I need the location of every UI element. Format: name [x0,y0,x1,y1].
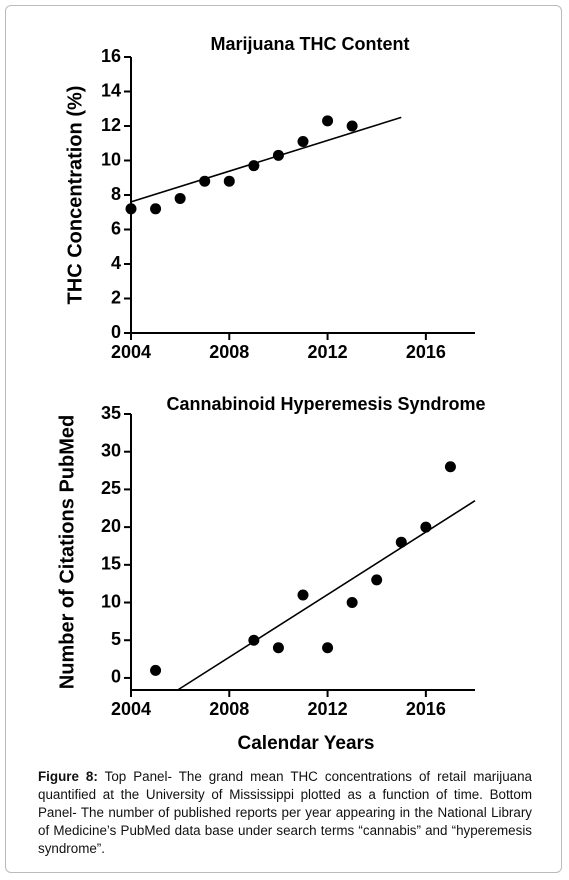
point [420,521,432,533]
x-tick-label: 2008 [209,342,249,362]
y-axis-title: THC Concentration (%) [64,86,86,305]
y-tick-label: 14 [101,80,121,100]
y-axis-title: Number of Citations PubMed [56,415,78,689]
point [150,664,162,676]
x-tick-label: 2004 [111,699,151,719]
y-tick-label: 0 [111,322,121,342]
point [322,115,334,127]
y-tick-label: 6 [111,218,121,238]
y-tick-label: 2 [111,287,121,307]
y-tick-label: 10 [101,149,121,169]
point [297,589,309,601]
point [371,574,383,586]
y-tick-label: 0 [111,667,121,687]
x-tick-label: 2012 [308,699,348,719]
caption: Figure 8: Top Panel- The grand mean THC … [38,768,532,858]
y-tick-label: 5 [111,629,121,649]
point [444,461,456,473]
x-tick-label: 2008 [209,699,249,719]
chart-title: Marijuana THC Content [210,34,409,54]
x-tick-label: 2016 [406,699,446,719]
chart-title: Cannabinoid Hyperemesis Syndrome [166,394,485,414]
x-tick-label: 2012 [308,342,348,362]
y-tick-label: 25 [101,478,121,498]
point [125,203,137,215]
caption-label: Figure 8: [38,769,98,784]
y-tick-label: 4 [111,253,121,273]
y-tick-label: 10 [101,591,121,611]
point [346,120,358,132]
x-tick-label: 2004 [111,342,151,362]
point [223,175,235,187]
y-tick-label: 12 [101,115,121,135]
y-tick-label: 16 [101,46,121,66]
figure-frame [5,5,562,873]
x-tick-label: 2016 [406,342,446,362]
y-tick-label: 20 [101,516,121,536]
trend-line [130,116,402,203]
point [322,642,334,654]
point [346,597,358,609]
y-tick-label: 35 [101,403,121,423]
charts: 0 2 4 6 8 10 12 14 16 2004 2008 2012 2016 Marijuana T… [56,34,485,754]
point [297,136,309,148]
caption-text: Top Panel- The grand mean THC concentrat… [38,769,533,856]
trend-line [177,500,476,691]
x-axis-title: Calendar Years [238,733,375,754]
point [395,536,407,548]
point [150,203,162,215]
y-tick-label: 30 [101,440,121,460]
point [174,192,186,204]
y-tick-label: 8 [111,184,121,204]
y-tick-label: 15 [101,554,121,574]
point [272,642,284,654]
